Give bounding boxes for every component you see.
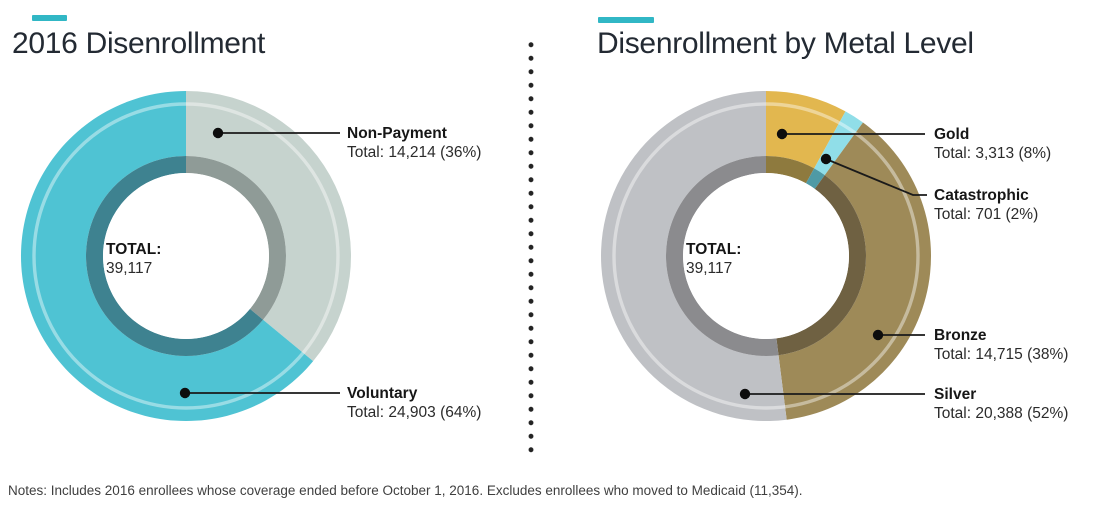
donut-hole bbox=[103, 173, 269, 339]
slice-inner-silver bbox=[665, 156, 779, 356]
slice-inner-gold bbox=[766, 155, 815, 184]
accent-bar-left bbox=[32, 15, 67, 21]
center-total-left: TOTAL: 39,117 bbox=[106, 240, 256, 278]
ring-highlight bbox=[32, 102, 340, 410]
label-silver-total: Total: 20,388 (52%) bbox=[934, 405, 1069, 422]
label-silver: Silver Total: 20,388 (52%) bbox=[934, 385, 1068, 424]
slice-silver bbox=[601, 91, 787, 421]
label-non-payment: Non-Payment Total: 14,214 (36%) bbox=[347, 124, 481, 163]
leader-dot-non-payment bbox=[212, 127, 224, 139]
center-total-label: TOTAL: bbox=[106, 241, 162, 258]
center-total-value: 39,117 bbox=[106, 260, 153, 277]
label-non-payment-total: Total: 14,214 (36%) bbox=[347, 144, 482, 161]
slice-gold bbox=[766, 91, 846, 169]
leader-dot-silver bbox=[739, 388, 751, 400]
leader-dot-bronze bbox=[872, 329, 884, 341]
center-total-label: TOTAL: bbox=[686, 241, 742, 258]
slice-inner-non-payment bbox=[186, 156, 286, 320]
donut-hole bbox=[683, 173, 849, 339]
dotted-divider bbox=[528, 38, 534, 460]
leader-dot-catastrophic bbox=[820, 153, 832, 165]
ring-highlight bbox=[612, 102, 920, 410]
label-gold-name: Gold bbox=[934, 126, 970, 143]
label-voluntary-total: Total: 24,903 (64%) bbox=[347, 404, 482, 421]
label-gold-total: Total: 3,313 (8%) bbox=[934, 145, 1052, 162]
label-voluntary: Voluntary Total: 24,903 (64%) bbox=[347, 384, 481, 423]
label-catastrophic: Catastrophic Total: 701 (2%) bbox=[934, 186, 1038, 225]
donut-2016-disenrollment bbox=[20, 91, 351, 421]
slice-inner-bronze bbox=[776, 175, 866, 356]
callout-leaders bbox=[179, 127, 927, 400]
label-catastrophic-name: Catastrophic bbox=[934, 187, 1029, 204]
leader-dot-gold bbox=[776, 128, 788, 140]
label-bronze-name: Bronze bbox=[934, 327, 987, 344]
label-bronze-total: Total: 14,715 (38%) bbox=[934, 346, 1069, 363]
slice-inner-voluntary bbox=[85, 156, 264, 356]
accent-bar-right bbox=[598, 17, 654, 23]
leader-catastrophic bbox=[825, 158, 927, 196]
chart-title-2016-disenrollment: 2016 Disenrollment bbox=[12, 27, 266, 60]
center-total-right: TOTAL: 39,117 bbox=[686, 240, 836, 278]
center-total-value: 39,117 bbox=[686, 260, 733, 277]
label-silver-name: Silver bbox=[934, 386, 977, 403]
label-bronze: Bronze Total: 14,715 (38%) bbox=[934, 326, 1068, 365]
footnote: Notes: Includes 2016 enrollees whose cov… bbox=[8, 483, 803, 498]
slice-voluntary bbox=[20, 91, 314, 421]
slice-inner-catastrophic bbox=[805, 168, 825, 189]
donut-metal-level bbox=[601, 91, 931, 421]
leader-dot-voluntary bbox=[179, 387, 191, 399]
label-voluntary-name: Voluntary bbox=[347, 385, 418, 402]
slice-bronze bbox=[778, 122, 931, 420]
slice-non-payment bbox=[186, 91, 351, 362]
label-non-payment-name: Non-Payment bbox=[347, 125, 447, 142]
chart-title-metal-level: Disenrollment by Metal Level bbox=[597, 27, 974, 60]
label-gold: Gold Total: 3,313 (8%) bbox=[934, 125, 1051, 164]
label-catastrophic-total: Total: 701 (2%) bbox=[934, 206, 1039, 223]
